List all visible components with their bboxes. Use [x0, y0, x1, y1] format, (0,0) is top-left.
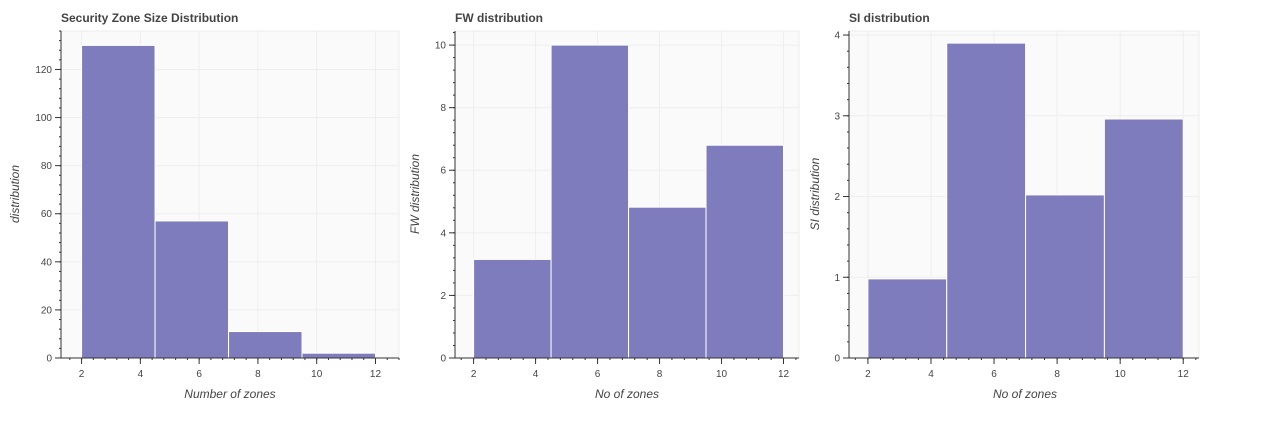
- histogram-bar: [1103, 118, 1184, 359]
- x-axis-label: Number of zones: [184, 387, 275, 401]
- chart-si-distribution: SI distribution No of zones SI distribut…: [800, 0, 1210, 426]
- y-tick-label: 60: [41, 209, 53, 220]
- x-tick-label: 6: [196, 369, 202, 380]
- histogram-bar: [301, 352, 376, 359]
- y-tick-label: 0: [834, 354, 840, 365]
- histogram-bar: [81, 44, 156, 359]
- x-tick-label: 4: [928, 369, 934, 380]
- x-tick-label: 12: [1178, 369, 1190, 380]
- y-tick-label: 2: [834, 192, 840, 203]
- y-tick-label: 4: [834, 31, 840, 42]
- y-tick-label: 100: [35, 113, 52, 124]
- chart-title: Security Zone Size Distribution: [61, 11, 238, 25]
- chart-fw-svg: FW distribution No of zones FW distribut…: [408, 11, 800, 401]
- x-tick-label: 2: [79, 369, 85, 380]
- histogram-bar: [1025, 194, 1105, 359]
- y-tick-label: 6: [440, 166, 446, 177]
- x-tick-label: 6: [595, 369, 601, 380]
- x-tick-label: 8: [657, 369, 663, 380]
- histogram-bar: [867, 278, 948, 359]
- histogram-bar: [550, 44, 630, 359]
- y-tick-label: 120: [35, 65, 52, 76]
- histogram-bar: [473, 258, 552, 359]
- y-axis-label: distribution: [8, 165, 22, 223]
- x-tick-label: 10: [716, 369, 728, 380]
- y-tick-label: 4: [440, 228, 446, 239]
- chart-fw-distribution: FW distribution No of zones FW distribut…: [400, 0, 810, 426]
- histogram-bar: [154, 220, 230, 359]
- histogram-bar: [228, 331, 303, 359]
- x-tick-label: 4: [533, 369, 539, 380]
- y-tick-label: 40: [41, 257, 53, 268]
- y-tick-label: 20: [41, 305, 53, 316]
- y-tick-label: 8: [440, 103, 446, 114]
- x-tick-label: 12: [370, 369, 382, 380]
- y-axis-label: SI distribution: [808, 157, 822, 230]
- chart-si-svg: SI distribution No of zones SI distribut…: [808, 11, 1200, 401]
- y-tick-label: 1: [834, 273, 840, 284]
- y-tick-label: 10: [435, 41, 447, 52]
- y-tick-label: 80: [41, 161, 53, 172]
- histogram-bar: [628, 206, 707, 359]
- x-tick-label: 2: [865, 369, 871, 380]
- x-tick-label: 2: [471, 369, 477, 380]
- y-tick-label: 0: [440, 354, 446, 365]
- y-tick-label: 0: [46, 354, 52, 365]
- histogram-bar: [946, 42, 1027, 359]
- y-tick-label: 2: [440, 291, 446, 302]
- x-tick-label: 10: [311, 369, 323, 380]
- x-axis-label: No of zones: [993, 387, 1057, 401]
- x-tick-label: 8: [1054, 369, 1060, 380]
- chart-security-zone-size: Security Zone Size Distribution Number o…: [0, 0, 410, 426]
- x-tick-label: 12: [778, 369, 790, 380]
- chart-title: FW distribution: [455, 11, 543, 25]
- histogram-bar: [705, 144, 785, 359]
- x-axis-label: No of zones: [595, 387, 659, 401]
- chart-sz-svg: Security Zone Size Distribution Number o…: [8, 11, 400, 401]
- chart-title: SI distribution: [849, 11, 930, 25]
- x-tick-label: 8: [255, 369, 261, 380]
- y-tick-label: 3: [834, 111, 840, 122]
- plot-area: 0 2 4 6 8 10 2 4 6 8 10 12: [435, 30, 800, 380]
- x-tick-label: 10: [1115, 369, 1127, 380]
- y-axis-label: FW distribution: [408, 154, 422, 234]
- x-tick-label: 6: [991, 369, 997, 380]
- plot-area: 0 20 40 60 80 100 120 2 4 6 8 10 12: [35, 30, 400, 380]
- x-tick-label: 4: [138, 369, 144, 380]
